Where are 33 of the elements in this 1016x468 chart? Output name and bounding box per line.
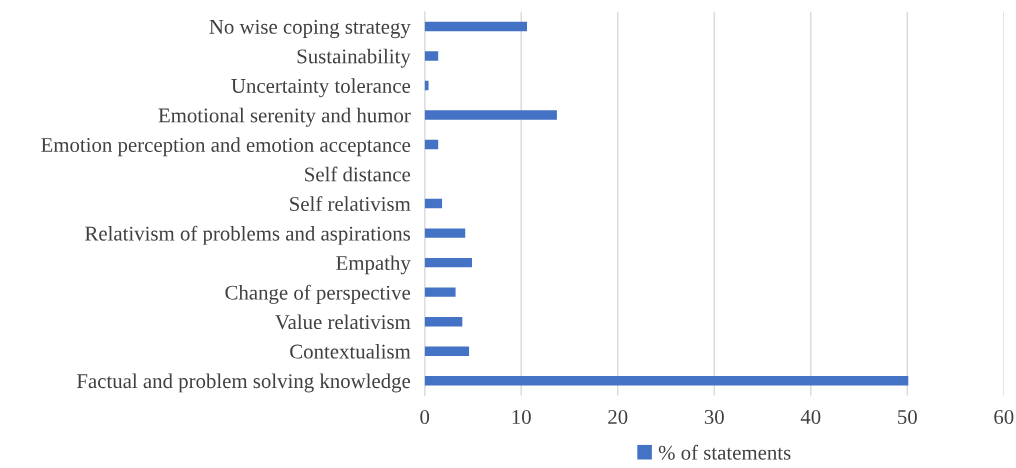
bar [424, 198, 443, 209]
x-tick-label: 30 [704, 409, 724, 425]
y-tick-label: Value relativism [275, 314, 411, 330]
bar [424, 257, 472, 268]
bar [424, 287, 456, 297]
y-tick-label: Emotion perception and emotion acceptance [41, 137, 411, 157]
x-tick-label: 60 [994, 409, 1014, 425]
bar [424, 110, 557, 120]
bar [424, 346, 470, 356]
y-tick-label: Self distance [305, 166, 411, 182]
bar [424, 228, 466, 238]
x-tick-label: 40 [800, 409, 821, 425]
bar [424, 80, 429, 91]
y-tick-label: No wise coping strategy [209, 19, 411, 39]
bar [424, 21, 527, 32]
y-tick-label: Uncertainty tolerance [231, 78, 411, 98]
legend-label: % of statements [658, 444, 791, 460]
y-tick-label: Relativism of problems and aspirations [85, 225, 411, 245]
x-tick-label: 0 [420, 409, 430, 425]
y-tick-label: Emotional serenity and humor [158, 107, 411, 127]
bar [424, 375, 909, 386]
x-tick-label: 20 [608, 409, 628, 425]
y-tick-label: Contextualism [290, 343, 411, 359]
bar [424, 316, 463, 327]
y-tick-label: Change of perspective [225, 284, 411, 304]
y-tick-label: Self relativism [290, 196, 411, 212]
y-tick-label: Sustainability [297, 48, 411, 68]
x-tick-label: 10 [512, 409, 531, 425]
y-tick-label: Empathy [336, 255, 411, 275]
x-tick-label: 50 [898, 409, 917, 425]
bar [424, 51, 439, 61]
y-tick-label: Factual and problem solving knowledge [76, 373, 411, 393]
bar [424, 139, 439, 150]
